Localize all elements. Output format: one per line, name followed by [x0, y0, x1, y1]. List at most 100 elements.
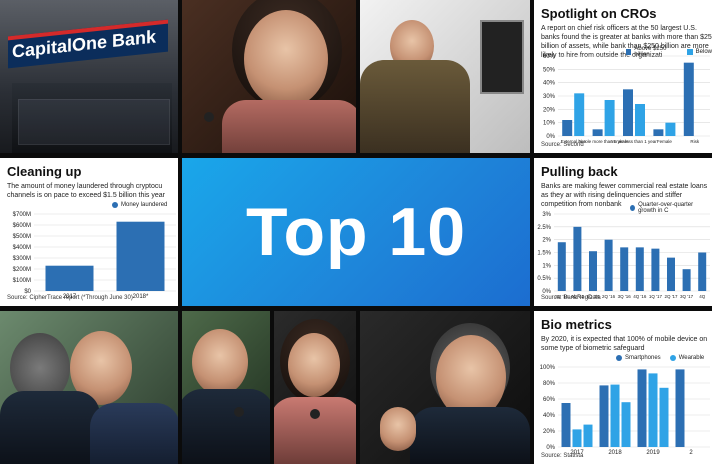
bar — [562, 120, 573, 136]
bar — [675, 369, 685, 447]
x-tick-label: 2017 — [63, 294, 77, 300]
x-tick-label: 1Q '16 — [586, 294, 600, 299]
face — [192, 329, 248, 395]
bank-entrance — [12, 83, 172, 153]
top10-title: Top 10 — [245, 194, 467, 270]
bar — [683, 62, 694, 136]
y-tick-label: $700M — [13, 212, 31, 218]
legend-swatch — [687, 49, 693, 55]
y-tick-label: $400M — [13, 245, 31, 251]
jacket — [274, 397, 356, 464]
y-tick-label: 2.5% — [537, 225, 551, 231]
money-laundered-bar-chart: $700M $600M $500M $400M $300M $200M $100M $0 201… — [13, 212, 176, 300]
man-speaking-photo[interactable] — [182, 311, 270, 464]
y-tick-label: 60% — [543, 54, 556, 60]
y-tick-label: 10% — [543, 121, 556, 127]
y-tick-label: 30% — [543, 94, 556, 100]
microphone-icon — [234, 407, 244, 417]
two-men-conversation-photo[interactable] — [0, 311, 178, 464]
y-tick-label: $100M — [13, 278, 31, 284]
cleaning-up-chart-card[interactable]: Cleaning up The amount of money laundere… — [0, 158, 178, 306]
x-tick-label: 3Q '15 — [555, 294, 569, 299]
bio-metrics-chart-card[interactable]: Bio metrics By 2020, it is expected that… — [534, 311, 712, 464]
bar — [599, 385, 609, 447]
bar — [557, 242, 566, 291]
microphone-icon — [204, 112, 214, 122]
y-tick-label: $200M — [13, 267, 31, 273]
y-tick-label: $300M — [13, 256, 31, 262]
bar — [592, 129, 603, 136]
bar — [648, 373, 658, 447]
chart-subtitle: A report on chief risk officers at the 5… — [541, 25, 712, 59]
x-tick-label: 2018 — [608, 450, 622, 456]
bar — [583, 424, 593, 447]
bar — [665, 122, 676, 136]
chart-title: Bio metrics — [541, 317, 612, 332]
y-tick-label: 0% — [546, 134, 555, 140]
legend-swatch — [626, 49, 632, 55]
chart-subtitle: By 2020, it is expected that 100% of mob… — [541, 336, 708, 352]
bar — [651, 248, 660, 291]
bar — [635, 247, 644, 291]
pulling-back-chart-card[interactable]: Pulling back Banks are making fewer comm… — [534, 158, 712, 306]
bar — [561, 403, 571, 447]
x-tick-label: 4Q — [699, 294, 706, 299]
y-tick-label: 20% — [543, 429, 556, 435]
bar — [572, 429, 582, 447]
y-tick-label: $0 — [24, 289, 31, 295]
y-tick-label: 0% — [542, 289, 551, 295]
x-tick-label: Risk — [690, 139, 699, 144]
bar — [653, 129, 664, 136]
legend-swatch — [112, 202, 118, 208]
bar — [574, 93, 585, 136]
legend-swatch — [669, 355, 676, 361]
face — [436, 335, 506, 419]
bar — [635, 104, 645, 136]
bar — [637, 369, 647, 447]
chart-subtitle: Banks are making fewer commercial real e… — [541, 183, 708, 208]
y-tick-label: 40% — [543, 81, 556, 87]
x-tick-label: 4Q '15 — [571, 294, 585, 299]
y-tick-label: 60% — [543, 397, 556, 403]
x-tick-label: 3Q '16 — [618, 294, 632, 299]
chart-title: Cleaning up — [7, 164, 82, 179]
cros-chart-card[interactable]: Spotlight on CROs A report on chief risk… — [534, 0, 712, 153]
x-tick-label: In role more than 5 years — [579, 139, 630, 144]
bar — [45, 265, 94, 291]
x-tick-label: External hire — [561, 139, 587, 144]
hand — [380, 407, 416, 451]
office-worker-tablet-photo[interactable] — [360, 0, 530, 153]
bar — [682, 269, 691, 291]
y-tick-label: 80% — [543, 381, 556, 387]
y-tick-label: 3% — [542, 212, 551, 218]
face — [244, 10, 328, 108]
chart-title: Pulling back — [541, 164, 618, 179]
suit — [182, 389, 270, 464]
y-tick-label: 40% — [543, 413, 556, 419]
bar — [610, 384, 620, 447]
woman-hearing-photo[interactable] — [274, 311, 356, 464]
y-tick-label: 2% — [542, 238, 551, 244]
jacket — [222, 100, 356, 153]
y-tick-label: 50% — [543, 67, 556, 73]
legend: Quarter-over-quarter growth in C — [630, 202, 712, 214]
x-tick-label: 3Q '17 — [680, 294, 694, 299]
suit — [90, 403, 178, 464]
bar — [621, 402, 631, 447]
bar — [116, 221, 165, 291]
capital-one-bank-photo[interactable]: CapitalOne Bank — [0, 0, 178, 153]
chart-title: Spotlight on CROs — [541, 6, 657, 21]
y-tick-label: $500M — [13, 234, 31, 240]
cre-growth-bar-chart: 3%2.5%2%1.5%1%0.5%0%3Q '15 4Q '15 1Q '16 2Q… — [537, 212, 710, 299]
chart-source: Source: Second — [541, 142, 584, 148]
x-tick-label: 2019 — [646, 450, 660, 456]
x-tick-label: 2Q '16 — [602, 294, 616, 299]
senator-gesturing-photo[interactable] — [360, 311, 530, 464]
suit — [410, 407, 530, 464]
y-tick-label: 1.5% — [537, 251, 551, 257]
woman-speaker-photo[interactable] — [182, 0, 356, 153]
legend-swatch — [616, 355, 622, 361]
top10-banner[interactable]: Top 10 — [182, 158, 530, 306]
